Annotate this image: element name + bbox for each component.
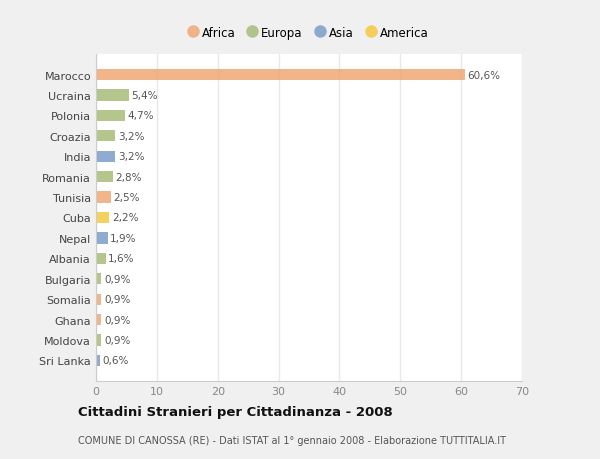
- Bar: [96, 355, 100, 366]
- Text: 60,6%: 60,6%: [467, 71, 500, 80]
- Bar: [96, 172, 113, 183]
- Text: 0,9%: 0,9%: [104, 335, 130, 345]
- Bar: [96, 294, 101, 305]
- Bar: [96, 70, 465, 81]
- Bar: [96, 253, 106, 264]
- Text: 0,6%: 0,6%: [102, 356, 128, 365]
- Text: 3,2%: 3,2%: [118, 152, 145, 162]
- Text: 2,8%: 2,8%: [115, 172, 142, 182]
- Text: 0,9%: 0,9%: [104, 274, 130, 284]
- Bar: [96, 90, 129, 101]
- Bar: [96, 151, 115, 162]
- Text: 2,2%: 2,2%: [112, 213, 139, 223]
- Text: 2,5%: 2,5%: [113, 193, 140, 203]
- Bar: [96, 111, 125, 122]
- Bar: [96, 192, 111, 203]
- Bar: [96, 274, 101, 285]
- Legend: Africa, Europa, Asia, America: Africa, Europa, Asia, America: [185, 22, 433, 44]
- Text: 3,2%: 3,2%: [118, 132, 145, 141]
- Text: 1,6%: 1,6%: [108, 254, 134, 264]
- Bar: [96, 233, 107, 244]
- Bar: [96, 213, 109, 224]
- Text: 1,9%: 1,9%: [110, 233, 136, 243]
- Text: 0,9%: 0,9%: [104, 295, 130, 304]
- Bar: [96, 335, 101, 346]
- Text: 4,7%: 4,7%: [127, 111, 154, 121]
- Bar: [96, 131, 115, 142]
- Text: 5,4%: 5,4%: [131, 91, 158, 101]
- Text: COMUNE DI CANOSSA (RE) - Dati ISTAT al 1° gennaio 2008 - Elaborazione TUTTITALIA: COMUNE DI CANOSSA (RE) - Dati ISTAT al 1…: [78, 435, 506, 445]
- Text: Cittadini Stranieri per Cittadinanza - 2008: Cittadini Stranieri per Cittadinanza - 2…: [78, 405, 393, 419]
- Text: 0,9%: 0,9%: [104, 315, 130, 325]
- Bar: [96, 314, 101, 325]
